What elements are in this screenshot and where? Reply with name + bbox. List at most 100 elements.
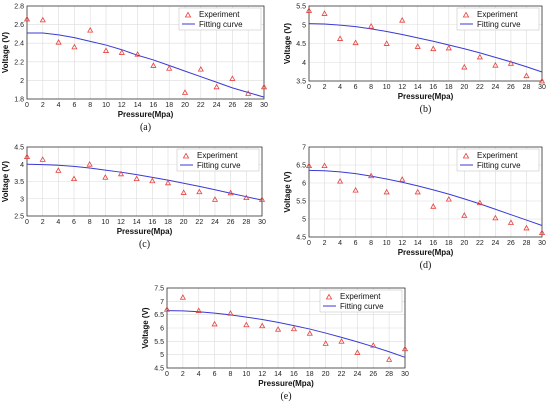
- axes-frame: [308, 5, 543, 82]
- experiment-point: [461, 63, 468, 70]
- x-tick-label: 12: [118, 102, 126, 109]
- experiment-point: [305, 7, 313, 13]
- x-tick-label: 6: [72, 102, 76, 109]
- legend-experiment-marker: [462, 152, 470, 159]
- experiment-point: [461, 212, 468, 218]
- x-tick-label: 18: [445, 240, 453, 247]
- x-tick-label: 22: [338, 371, 346, 378]
- y-tick-label: 5.5: [296, 199, 306, 206]
- experiment-point: [87, 26, 94, 33]
- y-tick-label: 7: [302, 145, 306, 152]
- experiment-point: [386, 356, 393, 362]
- experiment-point: [507, 219, 515, 225]
- fitting-curve-line: [26, 163, 263, 201]
- experiment-point: [383, 188, 390, 195]
- panel-caption: (c): [139, 239, 150, 250]
- experiment-point: [196, 188, 203, 195]
- y-axis-label: Voltage (V): [1, 32, 10, 74]
- x-tick-label: 10: [242, 371, 250, 378]
- x-tick-label: 14: [133, 219, 141, 226]
- x-tick-label: 16: [150, 102, 158, 109]
- experiment-point: [383, 40, 390, 46]
- x-tick-label: 10: [102, 102, 110, 109]
- legend-fit-label: Fitting curve: [199, 20, 243, 29]
- y-tick-label: 5: [302, 217, 306, 224]
- chart-panel: 0 2 4 6 8 10 12 14 16 18 20 22 24 26 28 302.533.544.5Ex…: [1, 145, 266, 251]
- x-tick-label: 28: [523, 84, 531, 91]
- x-axis-label: Pressure(Mpa): [398, 248, 454, 257]
- experiment-point: [117, 170, 125, 177]
- fitting-curve-line: [308, 169, 543, 226]
- experiment-point: [55, 167, 62, 173]
- panel-caption: (e): [280, 391, 291, 402]
- fitting-curve-line: [308, 23, 543, 73]
- y-axis-label: Voltage (V): [141, 307, 150, 349]
- experiment-point: [523, 224, 530, 231]
- x-tick-label: 30: [538, 240, 546, 247]
- y-axis-label: Voltage (V): [283, 171, 292, 213]
- x-tick-label: 22: [197, 102, 205, 109]
- chart-panel: 0 2 4 6 8 10 12 14 16 18 20 22 24 26 28 304.555.566.57E…: [283, 145, 546, 272]
- x-tick-label: 26: [227, 219, 235, 226]
- experiment-point: [368, 23, 375, 29]
- x-tick-label: 16: [429, 84, 437, 91]
- x-axis-label: Pressure(Mpa): [118, 110, 174, 119]
- y-tick-label: 6.5: [296, 163, 306, 170]
- axes-frame: [166, 287, 406, 369]
- experiment-point: [23, 15, 31, 22]
- legend-box: [176, 148, 260, 172]
- y-tick-label: 6: [160, 326, 164, 333]
- fitting-curve-line: [166, 310, 406, 358]
- experiment-point: [23, 153, 31, 159]
- x-tick-label: 0: [165, 371, 169, 378]
- experiment-point: [305, 162, 313, 169]
- experiment-point: [399, 17, 406, 23]
- x-tick-label: 26: [507, 84, 515, 91]
- legend-experiment-label: Experiment: [477, 10, 518, 19]
- x-tick-label: 4: [197, 371, 201, 378]
- x-tick-label: 24: [211, 219, 219, 226]
- chart-panel: 0 2 4 6 8 10 12 14 16 18 20 22 24 26 28 304.555.566.577…: [141, 286, 409, 403]
- y-tick-label: 3.5: [296, 79, 306, 86]
- y-tick-label: 2.2: [14, 59, 24, 66]
- axes-frame: [26, 5, 265, 100]
- x-tick-label: 8: [88, 102, 92, 109]
- experiment-point: [163, 306, 171, 312]
- x-tick-label: 0: [307, 84, 311, 91]
- experiment-point: [164, 179, 172, 186]
- x-tick-label: 22: [476, 84, 484, 91]
- y-tick-label: 4.5: [296, 235, 306, 242]
- experiment-point: [336, 177, 344, 184]
- experiment-point: [445, 44, 452, 51]
- experiment-point: [306, 330, 313, 336]
- experiment-point: [260, 83, 268, 90]
- experiment-point: [352, 39, 359, 46]
- experiment-point: [211, 320, 218, 327]
- experiment-point: [399, 176, 406, 182]
- x-tick-label: 28: [523, 240, 531, 247]
- x-tick-label: 30: [401, 371, 409, 378]
- x-tick-label: 4: [338, 240, 342, 247]
- y-tick-label: 5.5: [296, 4, 306, 11]
- x-tick-label: 12: [398, 84, 406, 91]
- y-tick-label: 5: [302, 22, 306, 29]
- y-tick-label: 7: [160, 299, 164, 306]
- experiment-point: [211, 196, 219, 202]
- x-tick-label: 14: [134, 102, 142, 109]
- x-tick-label: 30: [538, 84, 546, 91]
- experiment-point: [39, 16, 46, 23]
- experiment-point: [430, 45, 437, 52]
- y-axis-label: Voltage (V): [1, 161, 10, 203]
- x-tick-label: 0: [25, 102, 29, 109]
- experiment-point: [354, 349, 361, 355]
- x-tick-label: 16: [290, 371, 298, 378]
- fitting-curve-line: [27, 32, 265, 98]
- legend-fit-label: Fitting curve: [340, 302, 384, 311]
- x-tick-label: 12: [117, 219, 125, 226]
- x-tick-label: 4: [57, 102, 61, 109]
